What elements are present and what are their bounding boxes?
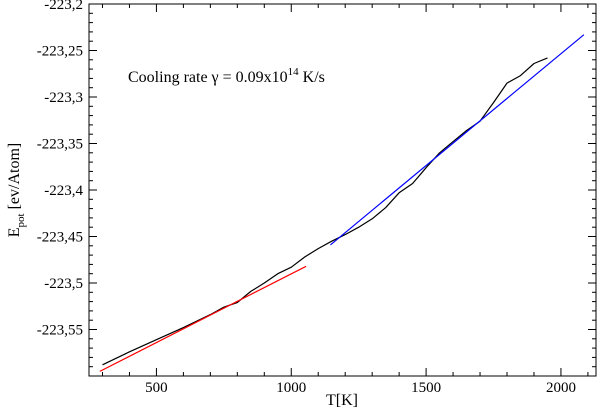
annotation-exponent: 14 xyxy=(288,66,300,78)
y-tick-label: -223,55 xyxy=(37,323,83,339)
x-tick-label: 1000 xyxy=(276,380,306,396)
plot-frame xyxy=(88,3,597,377)
y-tick-label: -223,2 xyxy=(44,0,83,13)
x-tick-label: 2000 xyxy=(546,380,576,396)
series-group xyxy=(99,34,585,372)
annotation-prefix: Cooling rate γ = 0.09x10 xyxy=(128,69,288,86)
y-tick-label: -223,5 xyxy=(44,276,83,292)
y-tick-label: -223,35 xyxy=(37,137,83,153)
y-axis-title-sub: pot xyxy=(15,213,27,227)
y-tick-label: -223,25 xyxy=(37,44,83,60)
axis-ticks xyxy=(89,3,596,377)
y-tick-label: -223,4 xyxy=(44,183,83,199)
y-axis-title: Epot [ev/Atom] xyxy=(6,143,27,238)
x-tick-label: 1500 xyxy=(411,380,441,396)
series-line-2 xyxy=(99,265,307,372)
y-tick-label: -223,45 xyxy=(37,230,83,246)
annotation-suffix: K/s xyxy=(299,69,325,86)
x-axis-title: T[K] xyxy=(326,392,358,409)
y-tick-label: -223,3 xyxy=(44,90,83,106)
series-line-1 xyxy=(102,57,548,366)
y-axis-title-main: E xyxy=(6,227,23,237)
axis-tick-labels: 500 1000 1500 2000 -223,55 -223,5 -223,45 -223,… xyxy=(37,0,576,396)
y-axis-title-rest: [ev/Atom] xyxy=(6,143,23,214)
cooling-rate-annotation: Cooling rate γ = 0.09x1014 K/s xyxy=(128,66,325,86)
series-line-3 xyxy=(330,34,585,246)
x-tick-label: 500 xyxy=(145,380,168,396)
